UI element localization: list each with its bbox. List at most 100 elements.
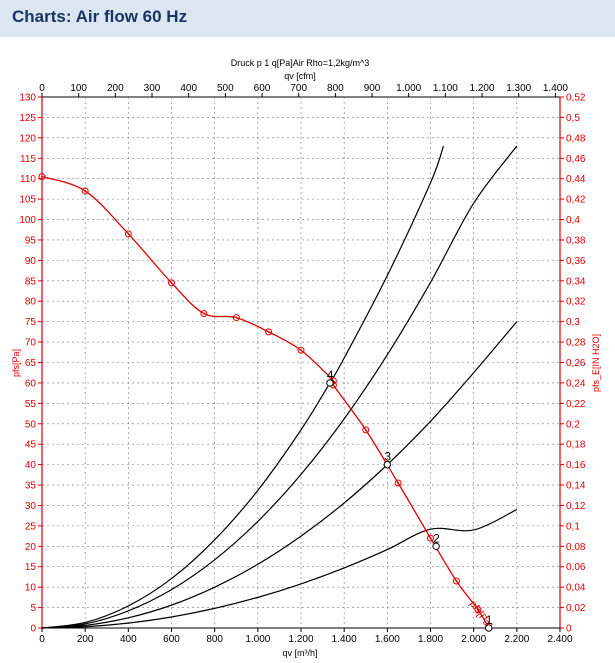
y-right-tick-label: 0,44 bbox=[566, 174, 586, 185]
y-right-tick-label: 0,14 bbox=[566, 481, 586, 492]
y-left-tick-label: 25 bbox=[25, 521, 37, 532]
y-left-tick-label: 130 bbox=[19, 93, 36, 104]
x-bottom-tick-label: 1.800 bbox=[418, 634, 443, 645]
fan-curve-marker-dot bbox=[170, 281, 173, 284]
x-top-tick-label: 1.300 bbox=[506, 83, 531, 94]
x-bottom-tick-label: 1.000 bbox=[245, 634, 270, 645]
fan-curve-marker bbox=[297, 346, 305, 354]
y-right-tick-label: 0,34 bbox=[566, 276, 586, 287]
y-left-tick-label: 50 bbox=[25, 419, 37, 430]
y-left-tick-label: 80 bbox=[25, 297, 37, 308]
fan-curve-marker-dot bbox=[267, 330, 270, 333]
y-right-tick-label: 0,02 bbox=[566, 603, 586, 614]
y-right-tick-label: 0,18 bbox=[566, 440, 586, 451]
y-left-tick-label: 5 bbox=[30, 603, 36, 614]
fan-curve-marker bbox=[168, 279, 175, 287]
x-bottom-tick-label: 1.200 bbox=[288, 634, 313, 645]
fan-curve-marker bbox=[452, 577, 460, 585]
x-top-tick-label: 1.000 bbox=[396, 83, 421, 94]
x-top-tick-label: 500 bbox=[217, 83, 234, 94]
fan-curve-marker-dot bbox=[235, 316, 238, 319]
fan-curve-marker bbox=[81, 187, 89, 195]
x-bottom-tick-label: 2.400 bbox=[547, 634, 572, 645]
x-top-tick-label: 300 bbox=[144, 83, 161, 94]
y-right-tick-label: 0,24 bbox=[566, 378, 586, 389]
y-left-tick-label: 0 bbox=[30, 624, 36, 635]
x-bottom-tick-label: 0 bbox=[39, 634, 45, 645]
y-left-tick-label: 120 bbox=[19, 133, 36, 144]
system-curve-1 bbox=[41, 509, 518, 629]
system-curve-3 bbox=[41, 321, 518, 629]
y-left-tick-label: 70 bbox=[25, 338, 37, 349]
x-top-tick-label: 700 bbox=[290, 83, 307, 94]
fan-curve-marker-dot bbox=[202, 312, 205, 315]
fan-curve-marker bbox=[200, 309, 208, 317]
x-top-tick-label: 0 bbox=[39, 83, 45, 94]
operating-point-4 bbox=[326, 379, 334, 387]
y-left-axis-label: pfs[Pa] bbox=[11, 349, 21, 377]
y-left-tick-label: 95 bbox=[25, 235, 37, 246]
x-bottom-tick-label: 200 bbox=[77, 634, 94, 645]
x-top-tick-label: 200 bbox=[107, 83, 124, 94]
fan-curve-marker-dot bbox=[397, 482, 400, 484]
y-right-axis-label: pfs_E[IN H2O] bbox=[591, 334, 601, 392]
y-left-tick-label: 105 bbox=[19, 195, 36, 206]
fan-curve-marker bbox=[265, 328, 273, 336]
x-top-tick-label: 1.200 bbox=[470, 83, 495, 94]
fan-curve-marker-dot bbox=[41, 175, 43, 178]
y-left-tick-label: 110 bbox=[20, 174, 36, 185]
x-bottom-tick-label: 1.600 bbox=[375, 634, 400, 645]
y-left-tick-label: 90 bbox=[25, 256, 37, 267]
x-top-axis-label: qv [cfm] bbox=[284, 71, 316, 81]
fan-curve-marker-dot bbox=[84, 190, 87, 192]
fan-curve-marker-dot bbox=[455, 580, 458, 582]
fan-curve-marker bbox=[362, 426, 370, 434]
operating-point-label-3: 3 bbox=[384, 450, 391, 464]
fan-curve-marker-dot bbox=[429, 537, 432, 540]
y-right-tick-label: 0,5 bbox=[566, 113, 580, 124]
operating-point-label-2: 2 bbox=[433, 531, 440, 545]
x-top-tick-label: 400 bbox=[180, 83, 197, 94]
fan-curve-marker-dot bbox=[127, 232, 130, 235]
operating-point-1 bbox=[485, 624, 493, 632]
y-right-tick-label: 0,36 bbox=[566, 256, 586, 267]
fan-curve-marker bbox=[394, 479, 402, 487]
x-bottom-tick-label: 1.400 bbox=[332, 634, 357, 645]
y-right-tick-label: 0,06 bbox=[566, 562, 586, 573]
operating-point-label-4: 4 bbox=[327, 368, 334, 382]
system-curve-2 bbox=[41, 145, 518, 629]
y-right-tick-label: 0,28 bbox=[566, 338, 586, 349]
x-top-tick-label: 1.100 bbox=[433, 83, 458, 94]
chart-subtitle: Druck p 1 q[Pa]Air Rho=1,2kg/m^3 bbox=[231, 58, 370, 68]
x-top-tick-label: 600 bbox=[254, 83, 271, 94]
y-right-tick-label: 0,42 bbox=[566, 195, 586, 206]
y-left-tick-label: 40 bbox=[25, 460, 37, 471]
x-bottom-tick-label: 2.200 bbox=[504, 634, 529, 645]
y-right-tick-label: 0 bbox=[566, 624, 572, 635]
y-right-tick-label: 0,08 bbox=[566, 542, 586, 553]
x-bottom-tick-label: 2.000 bbox=[461, 634, 486, 645]
y-right-tick-label: 0,04 bbox=[566, 583, 586, 594]
y-right-tick-label: 0,38 bbox=[566, 235, 586, 246]
fan-curve-marker bbox=[474, 606, 482, 614]
x-bottom-tick-label: 800 bbox=[206, 634, 223, 645]
fan-curve-marker-dot bbox=[477, 608, 479, 611]
fan-curve-marker bbox=[427, 534, 434, 542]
y-right-tick-label: 0,1 bbox=[566, 521, 580, 532]
y-right-tick-label: 0,26 bbox=[566, 358, 586, 369]
y-right-tick-label: 0,32 bbox=[566, 297, 586, 308]
y-left-tick-label: 20 bbox=[25, 542, 37, 553]
y-left-tick-label: 65 bbox=[25, 358, 37, 369]
x-top-tick-label: 100 bbox=[70, 83, 87, 94]
y-right-tick-label: 0,4 bbox=[566, 215, 580, 226]
header-bar: Charts: Air flow 60 Hz bbox=[0, 0, 615, 37]
operating-point-label-1: 1 bbox=[486, 613, 493, 627]
y-left-tick-label: 60 bbox=[25, 378, 37, 389]
y-right-tick-label: 0,3 bbox=[566, 317, 580, 328]
fan-curve-marker bbox=[38, 173, 46, 181]
y-left-tick-label: 15 bbox=[25, 562, 37, 573]
y-right-tick-label: 0,52 bbox=[566, 93, 586, 104]
x-bottom-axis-label: qv [m³/h] bbox=[282, 648, 317, 658]
operating-point-2 bbox=[432, 542, 440, 551]
